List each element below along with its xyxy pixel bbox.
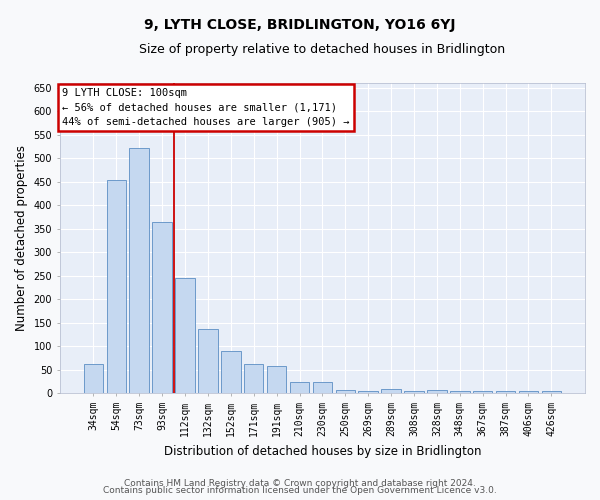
Bar [335,390,355,394]
Bar [130,148,149,394]
Text: Contains public sector information licensed under the Open Government Licence v3: Contains public sector information licen… [103,486,497,495]
Bar [473,391,493,394]
Bar [221,351,241,394]
Bar [496,392,515,394]
Bar [542,392,561,394]
Bar [427,390,446,394]
Text: 9 LYTH CLOSE: 100sqm
← 56% of detached houses are smaller (1,171)
44% of semi-de: 9 LYTH CLOSE: 100sqm ← 56% of detached h… [62,88,350,128]
Bar [450,392,470,394]
Bar [267,366,286,394]
Title: Size of property relative to detached houses in Bridlington: Size of property relative to detached ho… [139,42,505,56]
Bar [382,388,401,394]
Bar [107,180,126,394]
Bar [152,222,172,394]
Text: 9, LYTH CLOSE, BRIDLINGTON, YO16 6YJ: 9, LYTH CLOSE, BRIDLINGTON, YO16 6YJ [144,18,456,32]
Bar [519,392,538,394]
Bar [404,391,424,394]
Text: Contains HM Land Registry data © Crown copyright and database right 2024.: Contains HM Land Registry data © Crown c… [124,478,476,488]
Bar [290,382,309,394]
Bar [244,364,263,394]
Y-axis label: Number of detached properties: Number of detached properties [15,145,28,331]
Bar [83,364,103,394]
Bar [198,329,218,394]
Bar [313,382,332,394]
Bar [358,392,378,394]
Bar [175,278,195,394]
X-axis label: Distribution of detached houses by size in Bridlington: Distribution of detached houses by size … [164,444,481,458]
